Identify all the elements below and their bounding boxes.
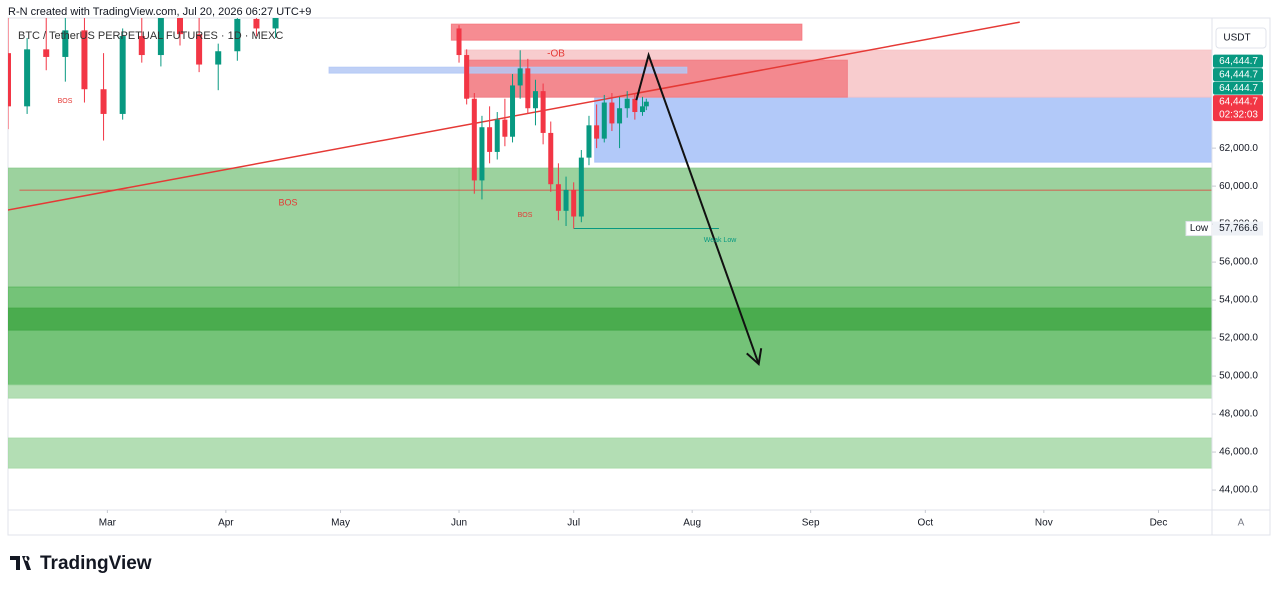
x-tick-label: Apr	[218, 518, 234, 529]
zone	[8, 286, 1212, 386]
candle-body	[540, 91, 546, 133]
x-tick-label: Jun	[451, 518, 467, 529]
zone	[8, 437, 1212, 469]
x-tick-label: Mar	[99, 518, 117, 529]
zone	[8, 307, 1212, 331]
x-tick-label: Sep	[802, 518, 820, 529]
low-label: 57,766.6	[1219, 223, 1258, 234]
forecast-arrow	[635, 51, 760, 365]
candle-body	[100, 89, 107, 114]
candle-body	[555, 184, 561, 211]
symbol: BTC / TetherUS PERPETUAL FUTURES · 1D · …	[18, 30, 283, 42]
y-tick-label: 52,000.0	[1219, 333, 1258, 344]
zone	[458, 167, 1212, 288]
candle-body	[272, 18, 279, 29]
candle-body	[494, 119, 500, 152]
brand: TradingView	[40, 553, 152, 574]
candle-body	[525, 68, 531, 109]
annotation: BOS	[58, 98, 73, 105]
logo: TradingView	[10, 553, 152, 574]
candle-body	[24, 49, 31, 107]
annotation: -OB	[547, 49, 565, 60]
candle-body	[177, 18, 183, 35]
candle-body	[234, 18, 241, 52]
annotation: Weak Low	[704, 237, 737, 244]
y-tick-label: 60,000.0	[1219, 181, 1258, 192]
candle-body	[563, 189, 569, 211]
price-label: 64,444.7	[1219, 69, 1258, 80]
candle-body	[43, 49, 50, 57]
x-tick-label: Dec	[1150, 518, 1168, 529]
candle-body	[471, 98, 477, 181]
low-name-box	[1185, 221, 1213, 237]
candle-body	[479, 127, 485, 181]
candle-body	[62, 30, 69, 57]
x-tick-label: Oct	[918, 518, 934, 529]
candle-body	[157, 18, 164, 56]
price-label-box	[1213, 54, 1263, 68]
candle-body	[601, 102, 607, 139]
annotation: BOS	[518, 212, 533, 219]
candle-body	[609, 102, 615, 124]
candle-body	[8, 53, 11, 107]
y-tick-label: 46,000.0	[1219, 447, 1258, 458]
candle-body	[196, 34, 203, 65]
candle-body	[532, 91, 538, 109]
candle-body	[253, 18, 260, 29]
zone	[450, 23, 803, 41]
candle-body	[119, 36, 126, 114]
price-label: 64,444.7	[1219, 83, 1258, 94]
candle-body	[617, 108, 623, 124]
x-tick-label: May	[331, 518, 350, 529]
price-label: 64,444.7	[1219, 96, 1258, 107]
x-tick-label: Jul	[567, 518, 580, 529]
candle-body	[571, 189, 577, 217]
countdown: 02:32:03	[1219, 109, 1258, 120]
zone	[8, 384, 1212, 399]
price-label: 64,444.7	[1219, 56, 1258, 67]
candle-body	[586, 125, 592, 158]
y-tick-label: 44,000.0	[1219, 485, 1258, 496]
candle-body	[643, 101, 649, 107]
candle-body	[502, 119, 508, 137]
candle-body	[487, 127, 493, 152]
y-tick-label: 54,000.0	[1219, 295, 1258, 306]
candle-body	[639, 106, 645, 113]
y-tick-label: 62,000.0	[1219, 143, 1258, 154]
currency-box	[1215, 27, 1267, 49]
candle-body	[510, 85, 516, 137]
scale-mode: A	[1238, 518, 1245, 529]
candle-body	[138, 36, 145, 56]
candle-body	[632, 98, 638, 113]
zone	[594, 96, 1212, 163]
zone	[328, 66, 688, 74]
y-tick-label: 50,000.0	[1219, 371, 1258, 382]
annotation: BOS	[278, 197, 297, 207]
arrow-head	[746, 348, 763, 367]
candle-body	[578, 157, 584, 217]
plot	[8, 18, 1212, 469]
candle-body	[215, 51, 222, 65]
x-tick-label: Aug	[683, 518, 701, 529]
candle-body	[81, 30, 88, 90]
low-label-box	[1213, 221, 1263, 236]
x-tick-label: Nov	[1035, 518, 1053, 529]
y-tick-label: 56,000.0	[1219, 257, 1258, 268]
candle-body	[548, 132, 554, 185]
currency: USDT	[1223, 33, 1250, 44]
candle-body	[464, 55, 470, 99]
price-label-box	[1213, 95, 1263, 122]
candle-body	[517, 68, 523, 86]
candle-body	[594, 125, 600, 139]
candle-body	[456, 28, 462, 56]
candle-body	[624, 98, 630, 109]
price-label-box	[1213, 68, 1263, 82]
y-tick-label: 48,000.0	[1219, 409, 1258, 420]
zone	[8, 167, 460, 288]
price-label-box	[1213, 81, 1263, 95]
low-name: Low	[1190, 223, 1209, 234]
credit: R-N created with TradingView.com, Jul 20…	[8, 6, 311, 18]
